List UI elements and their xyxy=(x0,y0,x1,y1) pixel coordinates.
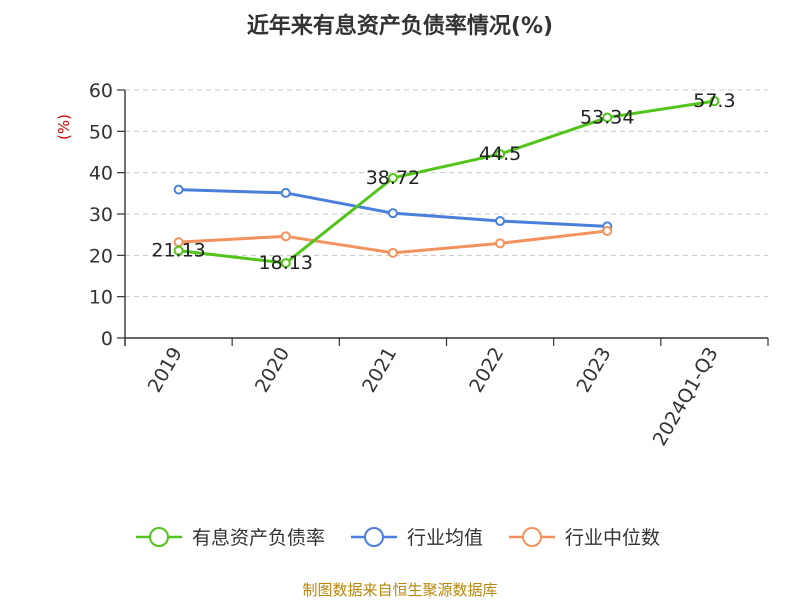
legend-label: 有息资产负债率 xyxy=(192,527,325,549)
data-label: 18.13 xyxy=(259,252,313,274)
legend-label: 行业中位数 xyxy=(565,527,660,549)
data-label: 38.72 xyxy=(366,167,420,189)
legend-marker xyxy=(364,527,384,547)
grid-lines xyxy=(125,89,768,298)
data-point xyxy=(280,231,291,242)
series-line xyxy=(178,99,715,265)
data-point xyxy=(280,258,291,269)
footer-source: 制图数据来自恒生聚源数据库 xyxy=(302,581,497,599)
y-tick-label: 30 xyxy=(89,204,113,226)
y-axis-label: (%) xyxy=(55,114,73,140)
data-point xyxy=(280,187,291,198)
y-tick-label: 60 xyxy=(89,80,113,102)
data-point xyxy=(709,96,720,107)
series-group xyxy=(173,96,720,269)
x-tick-label: 2021 xyxy=(358,344,401,397)
x-tick-label: 2020 xyxy=(251,344,294,397)
data-point xyxy=(495,216,506,227)
x-tick-label: 2022 xyxy=(465,344,508,397)
y-tick-label: 40 xyxy=(89,163,113,185)
data-point xyxy=(173,184,184,195)
data-point xyxy=(495,238,506,249)
x-tick-label: 2024Q1-Q3 xyxy=(649,344,723,450)
legend-marker xyxy=(522,527,542,547)
y-tick-label: 20 xyxy=(89,245,113,267)
y-tick-label: 0 xyxy=(101,328,113,350)
data-point xyxy=(387,208,398,219)
data-label: 57.3 xyxy=(693,90,735,112)
data-label: 44.5 xyxy=(479,143,521,165)
chart-title: 近年来有息资产负债率情况(%) xyxy=(247,13,553,39)
series-line xyxy=(178,188,608,228)
data-point xyxy=(387,172,398,183)
data-point xyxy=(495,149,506,160)
data-label: 21.13 xyxy=(151,240,205,262)
data-point xyxy=(602,225,613,236)
data-point xyxy=(173,245,184,256)
x-tick-label: 2019 xyxy=(144,344,187,397)
data-labels: 21.13 18.13 38.72 44.5 53.34 57.3 xyxy=(151,90,735,274)
legend: 有息资产负债率 行业均值 行业中位数 xyxy=(136,527,660,549)
legend-marker xyxy=(149,527,169,547)
data-label: 53.34 xyxy=(580,107,634,129)
data-point xyxy=(387,247,398,258)
data-point xyxy=(602,112,613,123)
y-tick-label: 10 xyxy=(89,287,113,309)
axes: 0 10 20 30 40 50 60 2019 2020 2021 2022 2023 2024Q1-… xyxy=(89,80,769,450)
x-tick-label: 2023 xyxy=(572,344,615,397)
y-tick-label: 50 xyxy=(89,121,113,143)
legend-label: 行业均值 xyxy=(407,527,483,549)
